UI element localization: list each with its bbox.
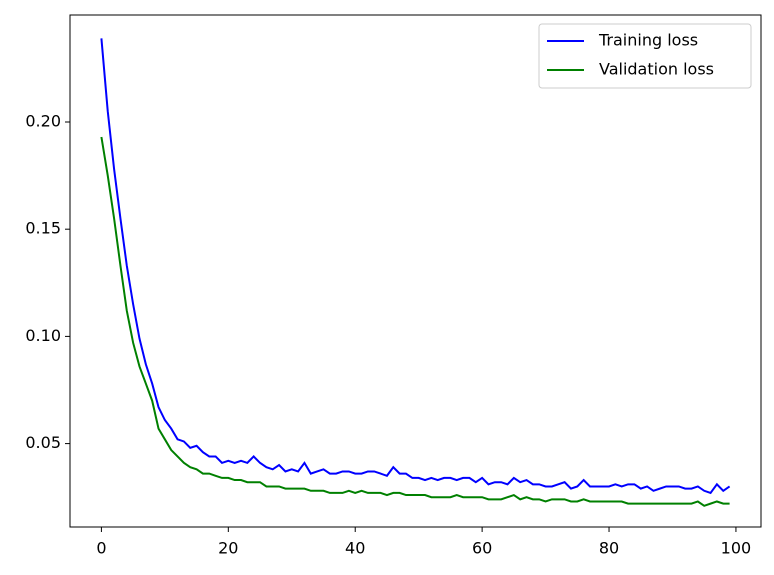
legend-label: Validation loss xyxy=(599,60,714,79)
plot-frame xyxy=(69,14,762,528)
x-tick-label: 80 xyxy=(599,539,619,558)
y-tick-label: 0.10 xyxy=(25,326,61,345)
y-tick-label: 0.20 xyxy=(25,111,61,130)
x-tick-label: 0 xyxy=(96,539,106,558)
series-line xyxy=(100,38,731,495)
x-tick-label: 100 xyxy=(721,539,752,558)
x-tick-label: 60 xyxy=(472,539,492,558)
legend-label: Training loss xyxy=(598,31,698,50)
x-tick-label: 40 xyxy=(345,539,365,558)
legend: Training loss Validation loss xyxy=(538,23,752,89)
legend-box xyxy=(538,23,752,89)
y-tick-label: 0.05 xyxy=(25,433,61,452)
y-tick-label: 0.15 xyxy=(25,219,61,238)
series-line xyxy=(100,136,730,507)
x-tick-label: 20 xyxy=(218,539,238,558)
